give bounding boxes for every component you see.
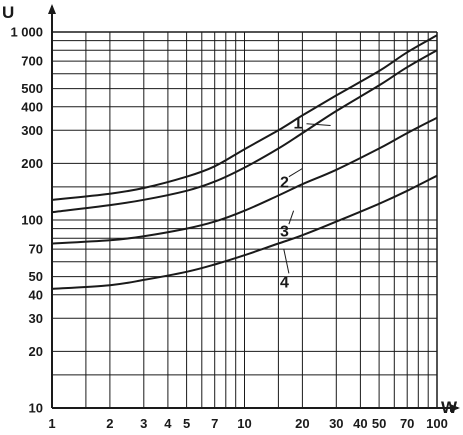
leader-line-2 xyxy=(288,168,303,178)
x-axis-label: W xyxy=(441,398,458,417)
x-tick-label-3: 4 xyxy=(164,416,172,431)
y-axis-label: U xyxy=(2,3,14,22)
x-tick-label-5: 7 xyxy=(211,416,218,431)
grid xyxy=(51,31,438,409)
x-tick-label-2: 3 xyxy=(140,416,147,431)
x-tick-label-6: 10 xyxy=(237,416,251,431)
x-tick-label-12: 100 xyxy=(426,416,448,431)
y-tick-label-10: 500 xyxy=(21,81,43,96)
tick-labels: 1 2 3 4 5 7 10 20 30 40 50 70 1001020304050701002003… xyxy=(10,25,447,432)
y-tick-label-3: 40 xyxy=(29,287,43,302)
y-tick-label-12: 1 000 xyxy=(10,25,43,40)
curve-label-2: 2 xyxy=(280,175,289,192)
curve-labels: 1 2 3 4 xyxy=(280,116,331,292)
series-group xyxy=(51,34,438,290)
series-line-2 xyxy=(51,49,438,214)
leader-line-1 xyxy=(306,123,331,126)
y-tick-label-8: 300 xyxy=(21,123,43,138)
axes xyxy=(48,4,460,412)
y-tick-label-6: 100 xyxy=(21,213,43,228)
series-line-4 xyxy=(51,174,438,290)
series-line-1 xyxy=(51,34,438,201)
x-tick-label-0: 1 xyxy=(48,416,55,431)
curve-label-1: 1 xyxy=(293,116,302,133)
y-tick-label-11: 700 xyxy=(21,54,43,69)
x-axis-arrow xyxy=(450,404,460,412)
y-axis-arrow xyxy=(48,4,56,14)
leader-line-3 xyxy=(288,210,295,225)
y-tick-label-4: 50 xyxy=(29,269,43,284)
x-tick-label-8: 30 xyxy=(329,416,343,431)
x-tick-label-9: 40 xyxy=(353,416,367,431)
y-tick-label-1: 20 xyxy=(29,344,43,359)
y-tick-label-9: 400 xyxy=(21,99,43,114)
leader-line-4 xyxy=(283,248,290,274)
curve-label-3: 3 xyxy=(280,223,289,240)
x-tick-label-1: 2 xyxy=(106,416,113,431)
x-tick-label-4: 5 xyxy=(183,416,190,431)
x-tick-label-7: 20 xyxy=(295,416,309,431)
x-tick-label-10: 50 xyxy=(372,416,386,431)
y-tick-label-0: 10 xyxy=(29,401,43,416)
curve-label-4: 4 xyxy=(280,275,289,292)
series-line-3 xyxy=(51,116,438,245)
x-tick-label-11: 70 xyxy=(400,416,414,431)
y-tick-label-7: 200 xyxy=(21,156,43,171)
y-tick-label-5: 70 xyxy=(29,242,43,257)
y-tick-label-2: 30 xyxy=(29,311,43,326)
